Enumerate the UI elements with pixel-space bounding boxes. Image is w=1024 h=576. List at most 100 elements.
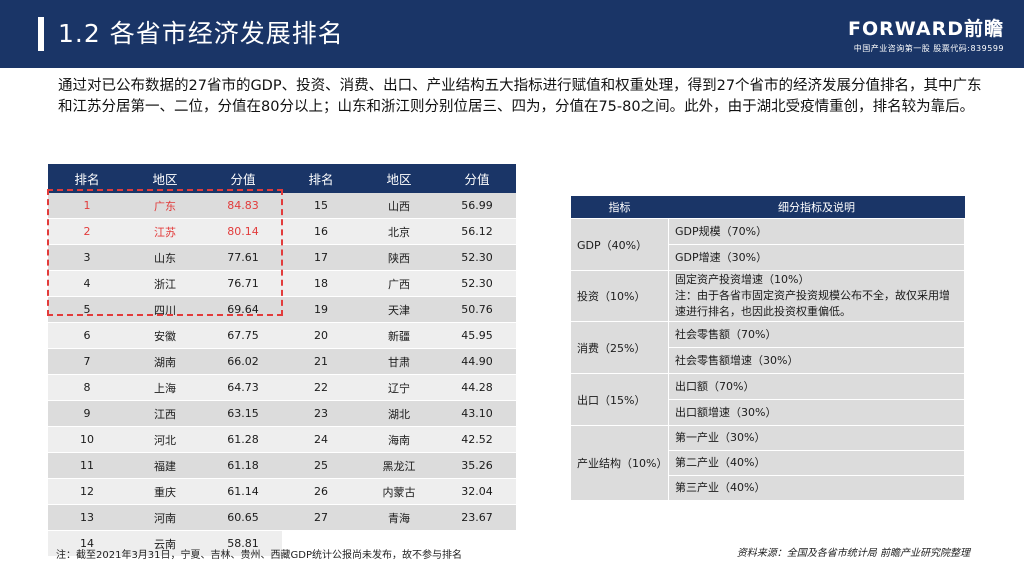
ranking-table: 排名 地区 分值 排名 地区 分值 1 广东 84.83 15 山西 56.99 2 江苏 80… <box>48 164 516 557</box>
rank-cell: 12 <box>48 478 126 505</box>
table-row: 第三产业（40%） <box>571 475 965 501</box>
rank-cell: 19 <box>282 296 360 323</box>
table-row: GDP（40%） GDP规模（70%） <box>570 218 965 271</box>
page-title: 1.2 各省市经济发展排名 <box>58 19 344 48</box>
footnote: 注：截至2021年3月31日，宁夏、吉林、贵州、西藏GDP统计公报尚未发布，故不… <box>56 550 463 561</box>
indicator-header-row: 指标 细分指标及说明 <box>570 196 965 219</box>
header-region-2: 地区 <box>360 164 438 193</box>
detail-invest-note: 注：由于各省市固定资产投资规模公布不全，故仅采用增速进行排名，也因此投资权重偏低… <box>675 289 950 318</box>
rank-cell: 27 <box>282 504 360 531</box>
rank-cell: 4 <box>48 270 126 297</box>
region-cell: 安徽 <box>126 322 204 349</box>
table-row: 消费（25%） 社会零售额（70%） <box>570 321 965 374</box>
region-cell: 浙江 <box>126 270 204 297</box>
brand-logo: FORWARD前瞻 中国产业咨询第一股 股票代码:839599 <box>848 14 1004 54</box>
table-row: 6 安徽 67.75 20 新疆 45.95 <box>48 322 516 349</box>
score-cell: 58.81 <box>204 530 282 557</box>
region-cell: 福建 <box>126 452 204 479</box>
score-cell: 77.61 <box>204 244 282 271</box>
score-cell: 61.28 <box>204 426 282 453</box>
title-accent-bar <box>38 17 44 51</box>
region-cell: 陕西 <box>360 244 438 271</box>
detail-invest-growth: 固定资产投资增速（10%） <box>675 273 810 286</box>
indicator-consume: 消费（25%） <box>570 321 669 374</box>
region-cell: 辽宁 <box>360 374 438 401</box>
rank-cell: 10 <box>48 426 126 453</box>
region-cell <box>360 530 438 557</box>
region-cell: 湖南 <box>126 348 204 375</box>
rank-cell: 9 <box>48 400 126 427</box>
table-row: 社会零售额增速（30%） <box>571 347 965 374</box>
table-row: 9 江西 63.15 23 湖北 43.10 <box>48 400 516 427</box>
table-row: 4 浙江 76.71 18 广西 52.30 <box>48 270 516 297</box>
score-cell: 35.26 <box>438 452 516 479</box>
rank-cell: 8 <box>48 374 126 401</box>
score-cell: 67.75 <box>204 322 282 349</box>
detail-primary: 第一产业（30%） <box>668 425 965 451</box>
region-cell: 江西 <box>126 400 204 427</box>
ranking-body: 1 广东 84.83 15 山西 56.99 2 江苏 80.14 16 北京 56.12 3 山东 77.… <box>48 193 516 557</box>
region-cell: 海南 <box>360 426 438 453</box>
region-cell: 湖北 <box>360 400 438 427</box>
header-bar: 1.2 各省市经济发展排名 FORWARD前瞻 中国产业咨询第一股 股票代码:8… <box>0 0 1024 68</box>
region-cell: 上海 <box>126 374 204 401</box>
score-cell: 66.02 <box>204 348 282 375</box>
region-cell: 广西 <box>360 270 438 297</box>
table-row: 14 云南 58.81 <box>48 530 516 557</box>
table-row: 7 湖南 66.02 21 甘肃 44.90 <box>48 348 516 375</box>
score-cell: 63.15 <box>204 400 282 427</box>
score-cell: 52.30 <box>438 244 516 271</box>
score-cell: 61.18 <box>204 452 282 479</box>
table-row: 1 广东 84.83 15 山西 56.99 <box>48 193 516 219</box>
rank-cell: 13 <box>48 504 126 531</box>
indicator-invest: 投资（10%） <box>570 270 669 322</box>
intro-paragraph: 通过对已公布数据的27省市的GDP、投资、消费、出口、产业结构五大指标进行赋值和… <box>58 78 982 115</box>
rank-cell: 5 <box>48 296 126 323</box>
table-row: 10 河北 61.28 24 海南 42.52 <box>48 426 516 453</box>
header-rank: 排名 <box>48 164 126 193</box>
score-cell: 44.28 <box>438 374 516 401</box>
rank-cell: 3 <box>48 244 126 271</box>
table-row: 2 江苏 80.14 16 北京 56.12 <box>48 218 516 245</box>
region-cell: 甘肃 <box>360 348 438 375</box>
region-cell: 山西 <box>360 193 438 219</box>
header-rank-2: 排名 <box>282 164 360 193</box>
rank-cell: 16 <box>282 218 360 245</box>
table-row: 13 河南 60.65 27 青海 23.67 <box>48 504 516 531</box>
rank-cell: 6 <box>48 322 126 349</box>
detail-secondary: 第二产业（40%） <box>668 450 965 476</box>
detail-gdp-scale: GDP规模（70%） <box>668 218 965 245</box>
region-cell: 山东 <box>126 244 204 271</box>
region-cell: 河北 <box>126 426 204 453</box>
detail-export-growth: 出口额增速（30%） <box>668 399 965 426</box>
rank-cell: 18 <box>282 270 360 297</box>
region-cell: 广东 <box>126 193 204 219</box>
score-cell: 56.99 <box>438 193 516 219</box>
region-cell: 重庆 <box>126 478 204 505</box>
header-indicator: 指标 <box>570 196 669 219</box>
region-cell: 黑龙江 <box>360 452 438 479</box>
score-cell: 45.95 <box>438 322 516 349</box>
rank-cell: 11 <box>48 452 126 479</box>
detail-gdp-growth: GDP增速（30%） <box>668 244 965 271</box>
rank-cell: 26 <box>282 478 360 505</box>
region-cell: 新疆 <box>360 322 438 349</box>
region-cell: 河南 <box>126 504 204 531</box>
detail-tertiary: 第三产业（40%） <box>668 475 965 501</box>
header-score: 分值 <box>204 164 282 193</box>
rank-cell: 2 <box>48 218 126 245</box>
table-row: 8 上海 64.73 22 辽宁 44.28 <box>48 374 516 401</box>
header-detail: 细分指标及说明 <box>668 196 965 219</box>
indicator-industry: 产业结构（10%） <box>570 425 669 501</box>
header-score-2: 分值 <box>438 164 516 193</box>
score-cell: 80.14 <box>204 218 282 245</box>
logo-text: FORWARD前瞻 <box>848 18 1004 40</box>
score-cell: 44.90 <box>438 348 516 375</box>
score-cell: 61.14 <box>204 478 282 505</box>
rank-cell: 14 <box>48 530 126 557</box>
rank-cell: 25 <box>282 452 360 479</box>
score-cell: 64.73 <box>204 374 282 401</box>
table-row: 5 四川 69.64 19 天津 50.76 <box>48 296 516 323</box>
detail-retail-growth: 社会零售额增速（30%） <box>668 347 965 374</box>
score-cell: 23.67 <box>438 504 516 531</box>
